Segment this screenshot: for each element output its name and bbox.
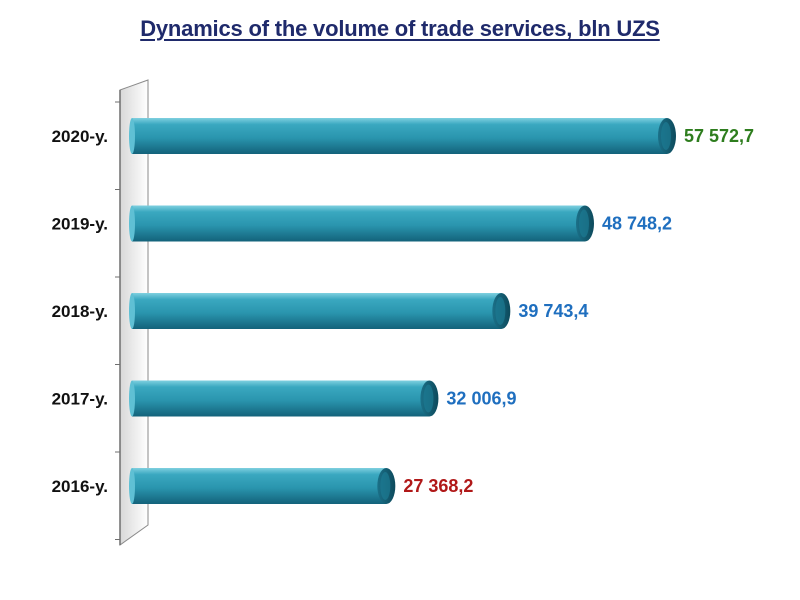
bar-end-cap-inner: [578, 209, 589, 238]
bar-start-cap: [129, 293, 135, 329]
value-label: 39 743,4: [518, 301, 588, 321]
labels: 2020-y. 57 572,7 2019-y. 48 748,2 2018-y. 39 …: [52, 126, 754, 496]
value-label: 27 368,2: [403, 476, 473, 496]
value-label: 32 006,9: [446, 389, 516, 409]
bar: [132, 293, 502, 329]
category-label: 2020-y.: [52, 127, 108, 146]
category-label: 2019-y.: [52, 215, 108, 234]
bar-start-cap: [129, 118, 135, 154]
category-label: 2016-y.: [52, 477, 108, 496]
bar-end-cap-inner: [380, 472, 391, 500]
bar-end-cap-inner: [661, 122, 671, 150]
bars: [129, 118, 676, 504]
bar-end-cap-inner: [423, 384, 434, 413]
category-label: 2018-y.: [52, 302, 108, 321]
value-label: 48 748,2: [602, 214, 672, 234]
bar: [132, 468, 387, 504]
bar-end-cap-inner: [495, 297, 506, 325]
chart-title: Dynamics of the volume of trade services…: [140, 16, 660, 41]
bar-start-cap: [129, 205, 135, 242]
value-label: 57 572,7: [684, 126, 754, 146]
category-label: 2017-y.: [52, 390, 108, 409]
bar-start-cap: [129, 468, 135, 504]
bar-start-cap: [129, 380, 135, 417]
bar: [132, 380, 430, 417]
bar: [132, 205, 585, 242]
bar: [132, 118, 667, 154]
